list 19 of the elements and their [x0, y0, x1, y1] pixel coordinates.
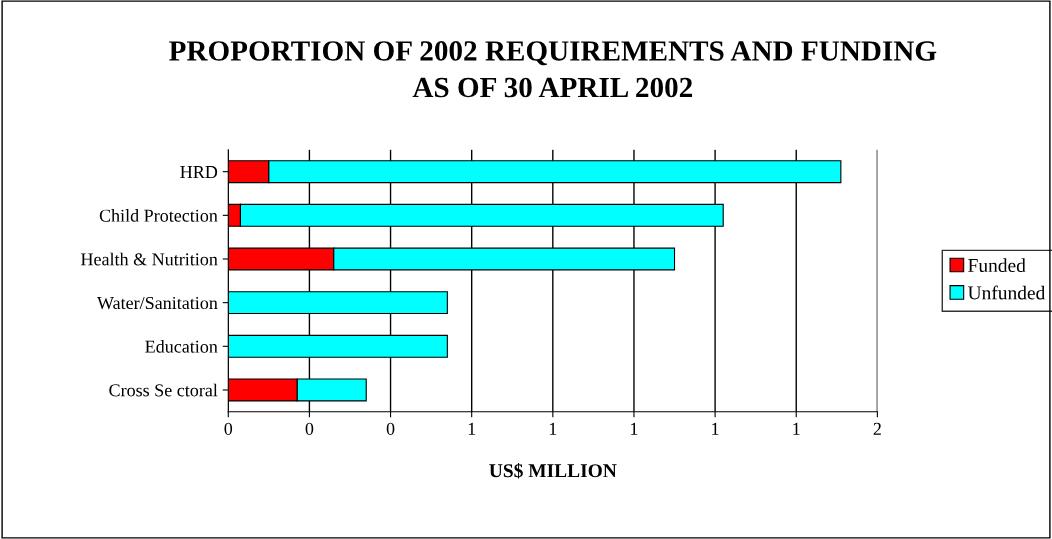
x-tick-label: 2	[873, 422, 881, 435]
y-tick-label: Education	[145, 340, 218, 353]
chart-title: PROPORTION OF 2002 REQUIREMENTS AND FUNDING AS OF 30 APRIL 2002	[169, 41, 937, 98]
x-tick-label: 1	[631, 422, 638, 435]
y-tick-label: Child Protection	[99, 209, 218, 222]
x-tick-label: 1	[468, 422, 476, 435]
y-tick-label: Water/Sanitation	[96, 296, 218, 310]
y-tick-label: Health & Nutrition	[80, 252, 218, 266]
x-tick-label: 0	[224, 422, 233, 435]
y-tick-label: Cross Se ctoral	[109, 383, 218, 397]
legend-label: Unfunded	[967, 285, 1046, 300]
x-tick-label: 1	[549, 422, 557, 435]
x-axis-title: US$ MILLION	[489, 463, 617, 479]
x-tick-label: 1	[712, 422, 719, 435]
x-tick-label: 0	[386, 422, 395, 435]
x-tick-label: 0	[305, 422, 314, 435]
x-tick-label: 1	[793, 422, 800, 435]
y-tick-label: HRD	[180, 166, 218, 178]
legend-label: Funded	[968, 258, 1026, 273]
